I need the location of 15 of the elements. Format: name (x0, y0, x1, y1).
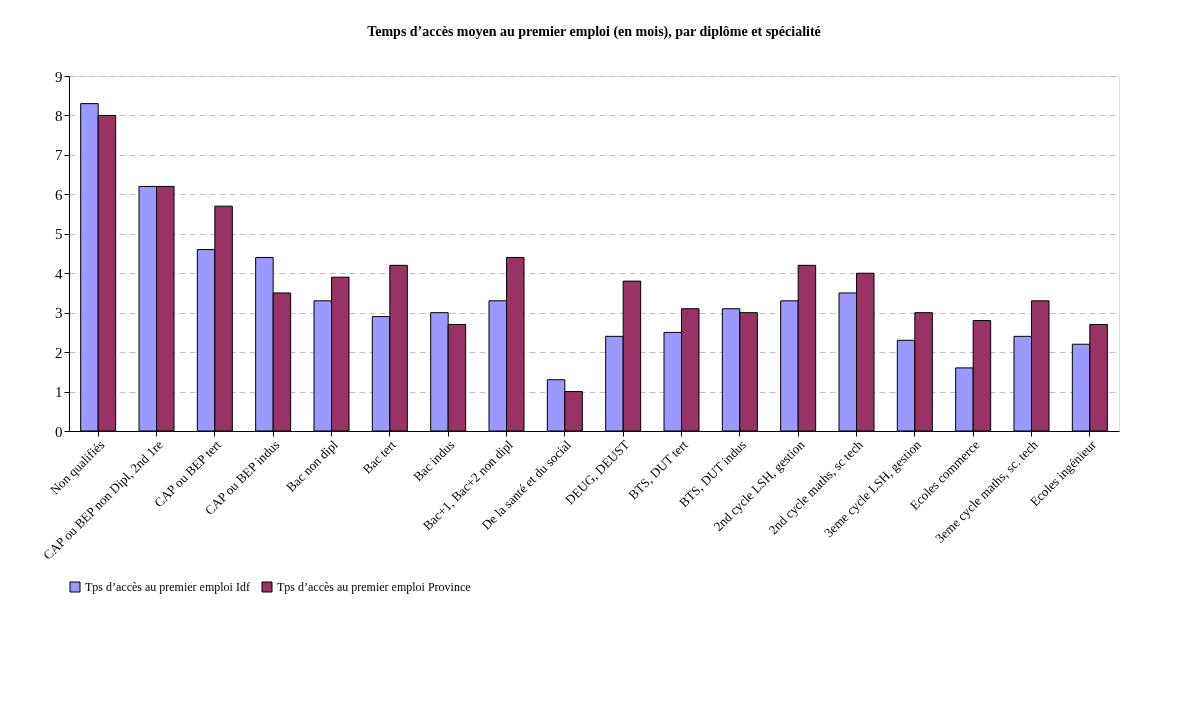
y-tick-label: 5 (55, 226, 63, 243)
legend-label: Tps d’accès au premier emploi Province (277, 580, 471, 594)
y-tick-label: 1 (55, 384, 63, 401)
y-tick-label: 6 (55, 186, 63, 203)
y-tick-label: 3 (55, 305, 63, 322)
y-tick-label: 8 (55, 107, 63, 124)
x-tick-label: Bac tert (359, 436, 400, 477)
y-tick-label: 7 (55, 147, 63, 164)
y-tick-label: 2 (55, 344, 63, 361)
legend-label: Tps d’accès au premier emploi Idf (85, 580, 250, 594)
y-tick-label: 4 (55, 265, 63, 282)
y-tick-label: 0 (55, 423, 63, 440)
x-tick-label: Bac non dipl (283, 436, 341, 495)
y-tick-label: 9 (55, 68, 63, 85)
chart-title: Temps d’accès moyen au premier emploi (en mois), par diplôme et spécialité (367, 24, 821, 40)
